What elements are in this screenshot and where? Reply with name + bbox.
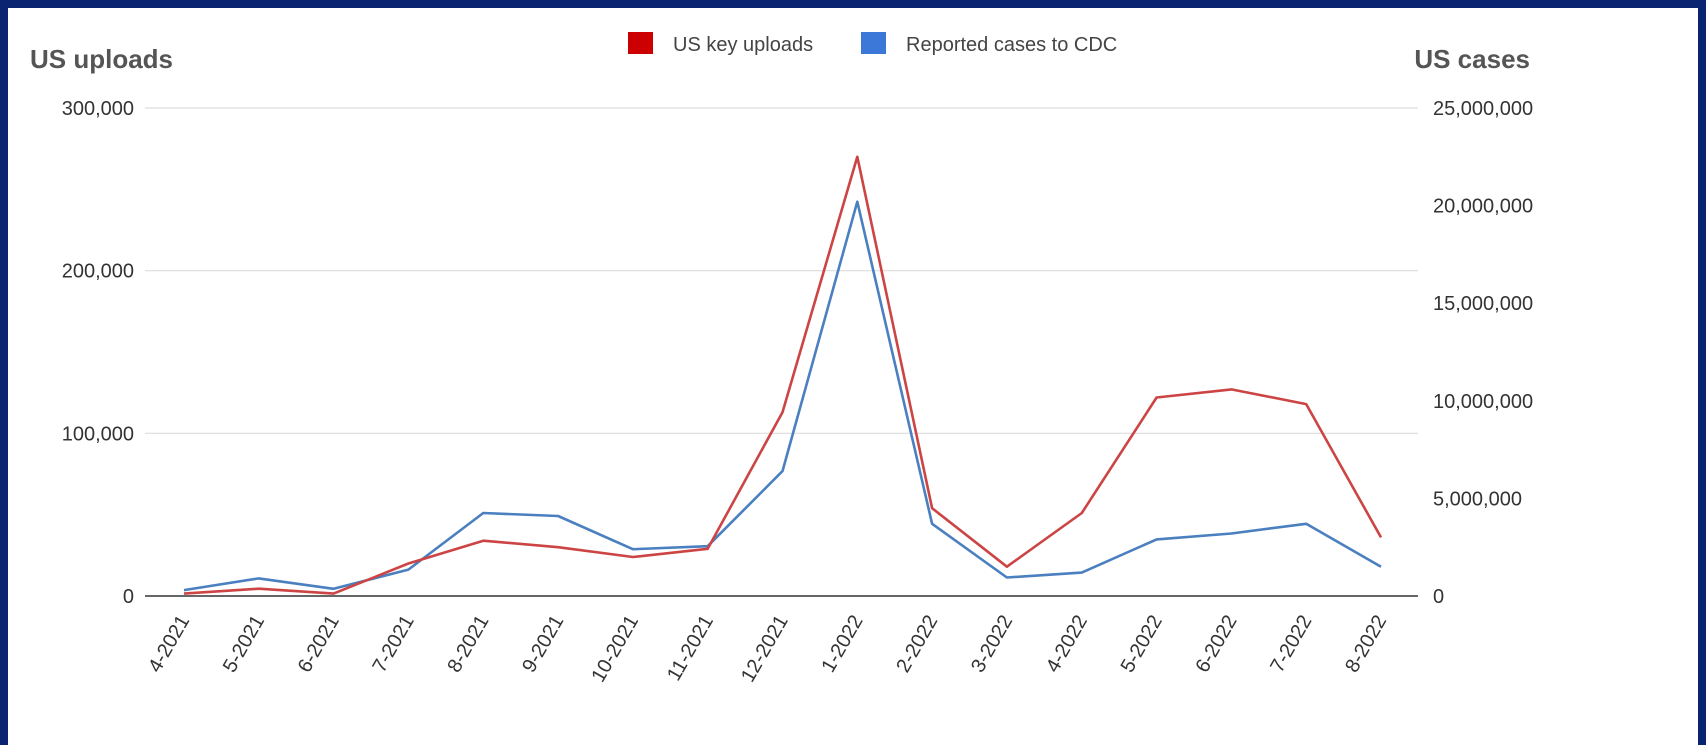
right-axis-ticks: 0 5,000,000 10,000,000 15,000,000 20,000,000… — [1433, 98, 1533, 608]
line-chart: 0 100,000 200,000 300,000 0 5,000,000 10,000,… — [30, 32, 1533, 687]
series-lines — [183, 155, 1383, 595]
x-tick-label: 10-2021 — [587, 612, 643, 687]
x-tick-label: 5-2022 — [1117, 612, 1167, 677]
gridlines — [145, 107, 1418, 597]
left-tick-label: 200,000 — [62, 261, 134, 283]
legend: US key uploads Reported cases to CDC — [628, 32, 1117, 56]
right-tick-label: 0 — [1433, 586, 1444, 608]
legend-label-us-key-uploads: US key uploads — [673, 34, 813, 56]
chart-frame: 0 100,000 200,000 300,000 0 5,000,000 10,000,… — [8, 8, 1698, 745]
left-axis-title: US uploads — [30, 44, 173, 74]
x-tick-label: 6-2021 — [294, 612, 344, 677]
x-axis-ticks: 4-2021 5-2021 6-2021 7-2021 8-2021 9-2021 10-2… — [144, 612, 1391, 687]
x-tick-label: 4-2021 — [144, 612, 194, 677]
legend-label-reported-cases: Reported cases to CDC — [906, 34, 1117, 56]
right-tick-label: 5,000,000 — [1433, 488, 1522, 510]
x-tick-label: 2-2022 — [892, 612, 942, 677]
x-tick-label: 8-2022 — [1341, 612, 1391, 677]
x-tick-label: 12-2021 — [737, 612, 793, 687]
series-line-reported-cases — [183, 200, 1382, 592]
x-tick-label: 1-2022 — [817, 612, 867, 677]
x-tick-label: 7-2022 — [1266, 612, 1316, 677]
x-tick-label: 8-2021 — [443, 612, 493, 677]
x-tick-label: 9-2021 — [518, 612, 568, 677]
x-tick-label: 4-2022 — [1042, 612, 1092, 677]
x-tick-label: 7-2021 — [369, 612, 419, 677]
x-tick-label: 11-2021 — [663, 612, 718, 685]
right-tick-label: 10,000,000 — [1433, 391, 1533, 413]
legend-swatch-us-key-uploads — [628, 32, 653, 54]
right-axis-title: US cases — [1414, 44, 1530, 74]
x-tick-label: 6-2022 — [1192, 612, 1242, 677]
right-tick-label: 15,000,000 — [1433, 293, 1533, 315]
x-tick-label: 3-2022 — [967, 612, 1017, 677]
x-tick-label: 5-2021 — [219, 612, 269, 677]
right-tick-label: 25,000,000 — [1433, 98, 1533, 120]
left-tick-label: 100,000 — [62, 423, 134, 445]
left-tick-label: 300,000 — [62, 98, 134, 120]
series-line-us-key-uploads — [183, 155, 1383, 595]
left-axis-ticks: 0 100,000 200,000 300,000 — [62, 98, 134, 608]
legend-swatch-reported-cases — [861, 32, 886, 54]
right-tick-label: 20,000,000 — [1433, 196, 1533, 218]
left-tick-label: 0 — [123, 586, 134, 608]
